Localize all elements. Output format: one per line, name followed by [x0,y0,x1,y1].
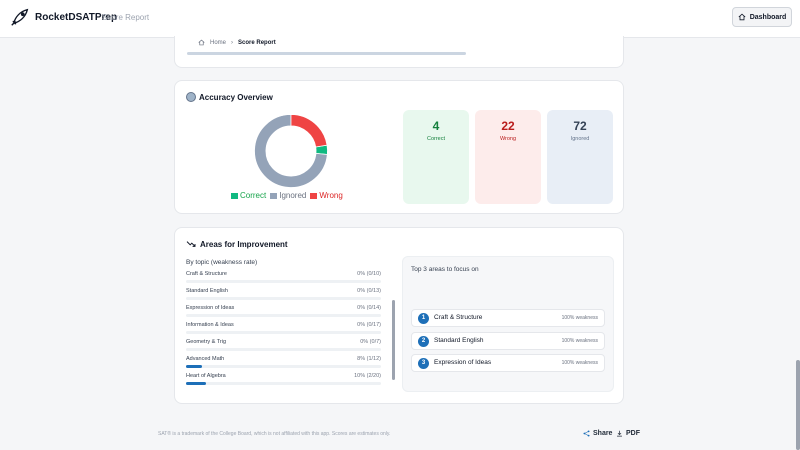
legend-item-correct[interactable]: Correct [231,191,266,200]
dashboard-button[interactable]: Dashboard [732,7,792,27]
pdf-label: PDF [626,430,640,437]
correct-label: Correct [426,136,446,142]
rank-badge: 1 [418,313,429,324]
focus-item-name: Expression of Ideas [434,359,492,366]
donut-slice-wrong[interactable] [290,114,328,148]
by-topic-label: By topic (weakness rate) [186,259,258,266]
topic-row: Geometry & Trig 0% (0/7) [186,338,393,355]
topic-bar-track [186,297,381,300]
topic-value: 10% (2/20) [354,373,381,379]
focus-item-name: Craft & Structure [434,314,483,321]
topic-value: 8% (1/12) [357,356,381,362]
brand-main: RocketDSAT [35,12,95,23]
ignored-count: 72 [573,119,587,133]
focus-item-name: Standard English [434,337,484,344]
legend-item-ignored[interactable]: Ignored [270,191,306,200]
areas-for-improvement-card: Areas for Improvement By topic (weakness… [174,227,624,404]
topic-row: Advanced Math 8% (1/12) [186,355,393,372]
focus-item: 2 Standard English 100% weakness [411,332,605,350]
legend-swatch-wrong [310,192,318,199]
pdf-button[interactable]: PDF [616,430,640,437]
accuracy-overview-card: Accuracy Overview Correct Ignored Wrong … [174,80,624,214]
wrong-stat-tile: 22 Wrong [475,110,541,204]
topic-value: 0% (0/7) [360,339,381,345]
home-icon [198,39,205,46]
wrong-label: Wrong [499,136,517,142]
focus-item-value: 100% weakness [561,360,598,366]
topic-bar-fill [186,382,206,385]
share-label: Share [593,430,613,437]
correct-count: 4 [432,119,440,133]
topic-bar-track [186,331,381,334]
wrong-count: 22 [501,119,515,133]
topic-bar-track [186,365,381,368]
topic-row: Expression of Ideas 0% (0/14) [186,304,393,321]
rank-badge: 3 [418,358,429,369]
page-scrollbar[interactable] [796,360,800,450]
breadcrumb-home-link[interactable]: Home [210,39,227,46]
topic-bar-fill [186,365,202,368]
download-icon [617,430,622,437]
chart-legend: Correct Ignored Wrong [231,191,343,200]
topic-row: Heart of Algebra 10% (2/20) [186,372,393,386]
donut-slice-ignored[interactable] [254,114,328,188]
topic-name: Expression of Ideas [186,305,235,311]
improvement-title: Areas for Improvement [200,240,288,249]
target-icon [186,92,196,102]
topic-bar-track [186,314,381,317]
focus-title: Top 3 areas to focus on [411,266,479,273]
topic-value: 0% (0/14) [357,305,381,311]
share-button[interactable]: Share [583,430,612,437]
brand-name[interactable]: RocketDSATPrep [35,12,117,23]
legend-item-wrong[interactable]: Wrong [310,191,343,200]
legend-swatch-correct [231,192,238,199]
topic-bar-track [186,280,381,283]
topic-name: Craft & Structure [186,271,227,277]
legend-label-wrong: Wrong [319,191,343,200]
focus-item-value: 100% weakness [561,338,598,344]
topic-bar-track [186,348,381,351]
topic-name: Geometry & Trig [186,339,227,345]
topic-row: Craft & Structure 0% (0/10) [186,270,393,287]
header-subtitle: Score Report [102,13,150,22]
focus-item-value: 100% weakness [561,315,598,321]
topic-name: Heart of Algebra [186,373,226,379]
rank-badge: 2 [418,336,429,347]
progress-bar [187,52,466,55]
legend-label-correct: Correct [240,191,267,200]
breadcrumb-current: Score Report [238,39,276,46]
trending-down-icon [186,241,196,247]
breadcrumb: Home › Score Report [198,39,276,46]
top-bar: RocketDSATPrep Score Report Dashboard [0,0,800,38]
topic-bar-track [186,382,381,385]
focus-areas-panel: Top 3 areas to focus on 1 Craft & Struct… [402,256,614,392]
focus-item: 1 Craft & Structure 100% weakness [411,309,605,327]
topic-name: Standard English [186,288,228,294]
topic-value: 0% (0/17) [357,322,381,328]
topic-row: Information & Ideas 0% (0/17) [186,321,393,338]
breadcrumb-card: Home › Score Report [174,36,624,68]
topic-row: Standard English 0% (0/13) [186,287,393,304]
share-icon [583,430,590,437]
topic-list: Craft & Structure 0% (0/10) Standard Engli… [186,270,393,386]
legend-label-ignored: Ignored [279,191,307,200]
topic-list-scrollbar[interactable] [392,300,395,380]
correct-stat-tile: 4 Correct [403,110,469,204]
topic-name: Information & Ideas [186,322,234,328]
home-icon [738,13,746,21]
focus-item: 3 Expression of Ideas 100% weakness [411,354,605,372]
accuracy-donut-chart [254,114,328,188]
topic-value: 0% (0/13) [357,288,381,294]
legend-swatch-ignored [270,192,278,199]
topic-value: 0% (0/10) [357,271,381,277]
ignored-label: Ignored [570,136,590,142]
topic-name: Advanced Math [186,356,225,362]
footer-disclaimer: SAT® is a trademark of the College Board… [158,431,391,437]
ignored-stat-tile: 72 Ignored [547,110,613,204]
breadcrumb-separator: › [231,39,234,46]
rocket-logo-icon[interactable] [9,6,31,28]
brand-end: Prep [94,12,118,23]
dashboard-button-label: Dashboard [749,13,787,21]
accuracy-title: Accuracy Overview [199,93,273,102]
